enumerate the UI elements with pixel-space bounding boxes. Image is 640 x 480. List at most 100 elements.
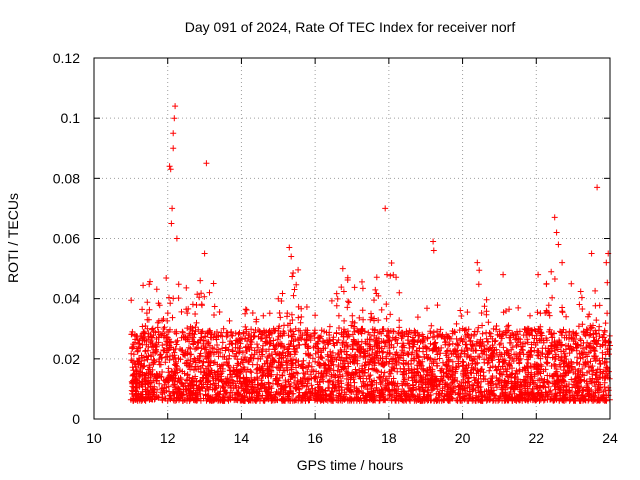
data-point	[150, 356, 157, 363]
data-point	[579, 306, 586, 312]
data-point	[563, 346, 569, 353]
data-point	[344, 304, 351, 311]
data-point	[390, 271, 397, 278]
data-point	[160, 316, 167, 322]
data-point	[130, 351, 137, 358]
data-point	[349, 312, 356, 319]
data-point	[414, 368, 421, 375]
data-point	[314, 334, 321, 341]
data-point	[285, 341, 292, 348]
data-point	[199, 328, 206, 335]
x-tick-label: 18	[381, 430, 397, 446]
data-point	[197, 337, 204, 344]
data-point	[333, 330, 340, 337]
data-point	[559, 304, 566, 311]
data-point	[356, 373, 363, 380]
data-point	[229, 340, 236, 347]
data-point	[364, 381, 371, 388]
data-point	[299, 380, 306, 387]
data-point	[581, 349, 588, 356]
data-point	[172, 103, 179, 110]
data-point	[203, 160, 210, 167]
data-point	[405, 388, 412, 395]
data-point	[410, 382, 417, 389]
data-point	[457, 307, 464, 314]
data-point	[538, 330, 545, 337]
data-point	[313, 395, 320, 402]
data-point	[205, 339, 212, 346]
data-point	[486, 367, 493, 374]
data-point	[388, 356, 395, 362]
data-point	[144, 299, 151, 306]
data-point	[387, 311, 394, 318]
data-point	[556, 361, 563, 368]
y-tick-label: 0.04	[53, 291, 80, 307]
data-point	[464, 375, 471, 382]
data-point	[508, 394, 515, 401]
data-point	[509, 365, 515, 372]
data-point	[479, 330, 486, 337]
data-point	[575, 389, 582, 396]
data-point	[234, 372, 241, 379]
data-point	[288, 364, 295, 371]
data-point	[513, 351, 520, 358]
data-point	[141, 375, 148, 382]
data-point	[478, 397, 485, 404]
data-point	[173, 358, 180, 365]
data-point	[534, 352, 541, 359]
data-point	[420, 336, 427, 343]
data-point	[259, 373, 265, 380]
data-point	[384, 327, 391, 334]
data-point	[147, 352, 154, 359]
data-point	[157, 361, 164, 368]
data-point	[503, 347, 510, 354]
data-point	[458, 313, 465, 319]
data-point	[165, 365, 172, 372]
data-point	[129, 328, 136, 335]
data-point	[421, 388, 428, 395]
data-point	[340, 394, 347, 401]
data-point	[602, 338, 609, 345]
data-point	[288, 311, 295, 318]
data-point	[526, 331, 533, 338]
data-point	[145, 369, 152, 376]
data-point	[211, 345, 217, 352]
data-point	[140, 282, 147, 289]
data-point	[157, 331, 163, 338]
data-point	[594, 397, 600, 404]
data-point	[438, 397, 445, 404]
data-point	[578, 394, 585, 401]
data-point	[360, 316, 367, 323]
data-point	[243, 328, 250, 335]
data-point	[557, 395, 564, 401]
data-point	[492, 364, 499, 371]
data-point	[195, 366, 202, 373]
data-point	[518, 382, 525, 389]
data-point	[139, 306, 146, 313]
data-point	[200, 340, 207, 347]
data-point	[172, 375, 179, 382]
data-point	[527, 380, 534, 386]
data-point	[486, 329, 493, 336]
data-point	[461, 336, 467, 343]
data-point	[454, 341, 461, 348]
data-point	[409, 349, 416, 356]
data-point	[424, 305, 430, 312]
data-point	[573, 330, 580, 337]
data-point	[251, 332, 258, 339]
data-point	[299, 361, 306, 368]
data-point	[458, 350, 465, 357]
data-point	[180, 382, 187, 389]
data-point	[551, 330, 558, 337]
data-point	[200, 375, 207, 382]
data-point	[568, 363, 575, 370]
data-point	[220, 325, 227, 332]
data-point	[375, 317, 382, 324]
data-point	[272, 343, 279, 350]
data-point	[499, 390, 506, 397]
data-point	[305, 386, 312, 393]
data-point	[537, 330, 544, 337]
data-point	[476, 354, 483, 361]
data-point	[356, 314, 363, 321]
data-point	[536, 395, 543, 401]
